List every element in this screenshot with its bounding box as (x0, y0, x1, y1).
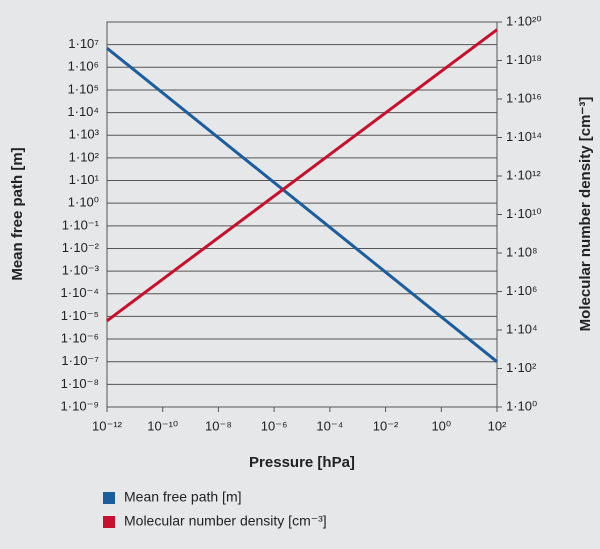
y2-axis-title: Molecular number density [cm⁻³] (577, 97, 594, 332)
y-tick-label: 1·10³ (69, 127, 100, 142)
y2-tick-label: 1·10² (506, 360, 537, 375)
series-line (106, 28, 498, 323)
plot-frame (106, 21, 498, 408)
y-tick-label: 1·10⁷ (68, 36, 99, 51)
y2-tick-label: 1·10²⁰ (506, 13, 542, 28)
y-tick-label: 1·10⁻¹ (62, 217, 100, 232)
y-axis-title: Mean free path [m] (9, 147, 26, 280)
x-tick-label: 10⁰ (431, 418, 451, 433)
y2-tick-label: 1·10⁴ (506, 321, 538, 336)
y-tick-label: 1·10⁰ (68, 195, 99, 210)
y2-tick-label: 1·10¹⁰ (506, 206, 542, 221)
y2-tick-label: 1·10⁶ (506, 283, 537, 298)
y-tick-label: 1·10² (69, 149, 100, 164)
y-tick-label: 1·10⁶ (68, 59, 99, 74)
x-tick-label: 10⁻⁴ (316, 418, 343, 433)
y-tick-label: 1·10⁻⁷ (61, 353, 99, 368)
y-tick-label: 1·10⁻⁹ (61, 398, 99, 413)
series-line (106, 46, 498, 363)
legend-text: Mean free path [m] (124, 489, 242, 505)
y-tick-label: 1·10⁻⁸ (61, 376, 99, 391)
y-tick-label: 1·10⁵ (68, 81, 99, 96)
y2-tick-label: 1·10⁰ (506, 398, 537, 413)
y-tick-label: 1·10⁻⁶ (61, 330, 99, 345)
legend-swatch (103, 492, 115, 504)
x-tick-label: 10⁻² (373, 418, 399, 433)
x-tick-label: 10⁻¹⁰ (147, 418, 178, 433)
x-tick-label: 10⁻⁶ (261, 418, 288, 433)
y2-tick-label: 1·10¹² (506, 167, 541, 182)
legend-swatch (103, 516, 115, 528)
y2-tick-label: 1·10¹⁶ (506, 90, 542, 105)
legend-text: Molecular number density [cm⁻³] (124, 513, 327, 529)
y-tick-label: 1·10⁻⁴ (61, 285, 99, 300)
x-tick-label: 10⁻¹² (92, 418, 123, 433)
x-tick-label: 10² (488, 418, 507, 433)
x-tick-label: 10⁻⁸ (205, 418, 232, 433)
y-tick-label: 1·10⁻³ (62, 263, 100, 278)
y-tick-label: 1·10¹ (69, 172, 100, 187)
y-tick-label: 1·10⁻⁵ (61, 308, 99, 323)
y2-tick-label: 1·10¹⁸ (506, 52, 542, 67)
x-axis-title: Pressure [hPa] (249, 454, 355, 471)
y-tick-label: 1·10⁻² (62, 240, 100, 255)
y2-tick-label: 1·10⁸ (506, 244, 538, 259)
y2-tick-label: 1·10¹⁴ (506, 129, 542, 144)
y-tick-label: 1·10⁴ (67, 104, 99, 119)
